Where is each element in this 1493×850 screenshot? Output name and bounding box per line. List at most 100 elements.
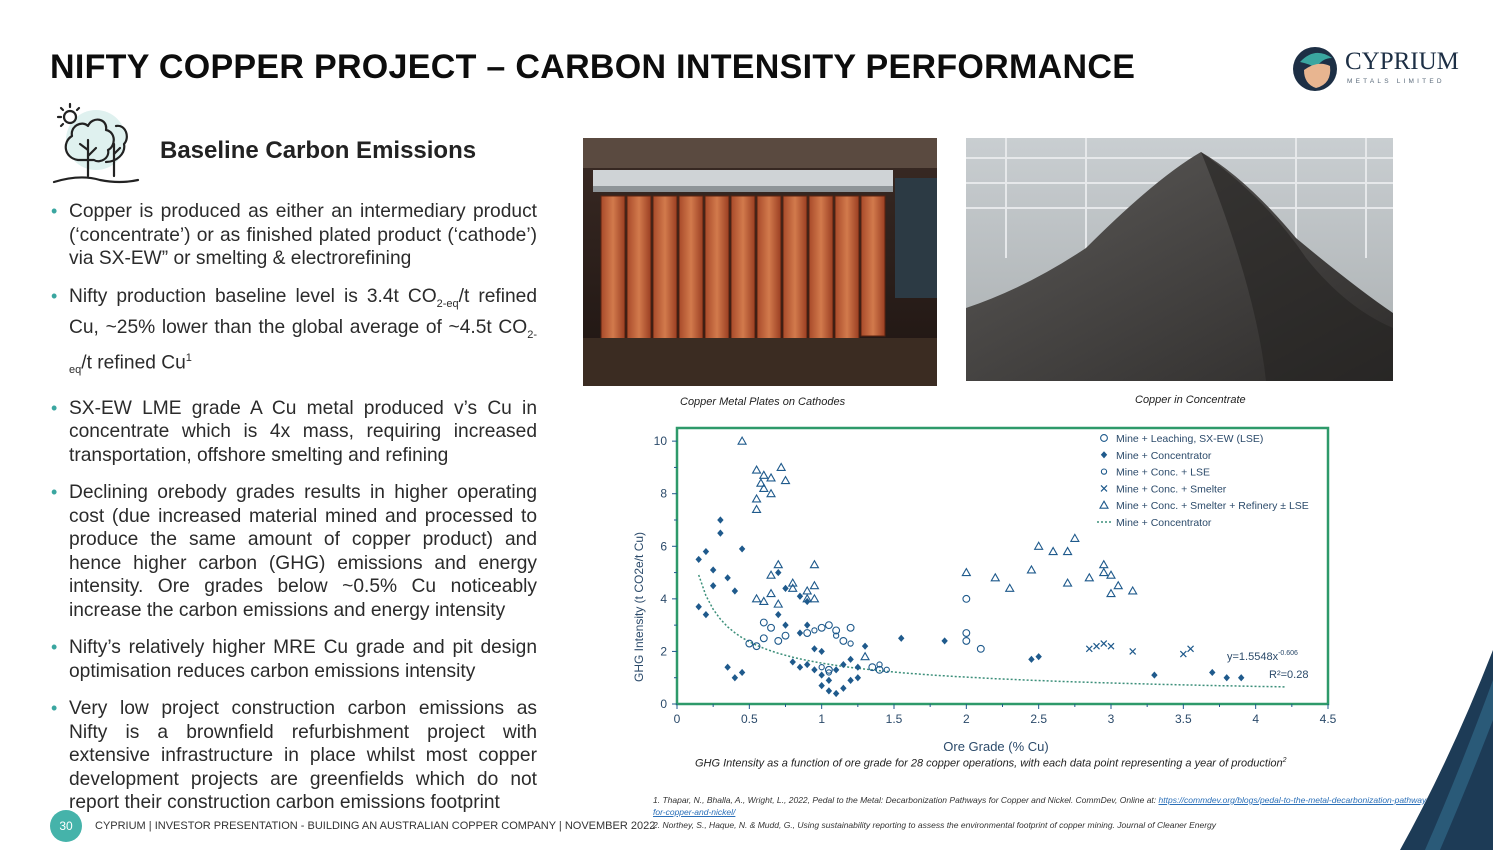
- data-point-conc-lse: [1100, 468, 1108, 475]
- data-point-concentrator: [796, 629, 804, 637]
- data-point-concentrator: [789, 658, 796, 666]
- data-point-refinery: [766, 472, 776, 482]
- data-point-smelter: [1129, 648, 1137, 655]
- data-point-concentrator: [1028, 655, 1035, 663]
- data-point-concentrator: [818, 671, 825, 679]
- reference-1: 1. Thapar, N., Bhalla, A., Wright, L., 2…: [653, 795, 1434, 817]
- bullet-item: Nifty’s relatively higher MRE Cu grade a…: [50, 636, 537, 683]
- bullet-item: SX-EW LME grade A Cu metal produced v’s …: [50, 397, 537, 468]
- data-point-lse: [868, 663, 877, 672]
- legend-entry: Mine + Concentrator: [1116, 450, 1212, 462]
- data-point-refinery: [1062, 546, 1073, 556]
- data-point-smelter: [1093, 642, 1100, 650]
- data-point-refinery: [773, 559, 784, 569]
- x-tick-label: 0.5: [741, 712, 758, 726]
- data-point-lse: [824, 665, 833, 674]
- data-point-lse: [803, 629, 812, 637]
- data-point-refinery: [990, 572, 1001, 582]
- data-point-concentrator: [825, 676, 833, 684]
- data-point-refinery: [802, 593, 813, 603]
- data-point-refinery: [766, 588, 776, 598]
- data-point-concentrator: [1238, 674, 1245, 682]
- data-point-conc-lse: [818, 664, 825, 671]
- data-point-refinery: [751, 504, 762, 514]
- logo-subtitle: METALS LIMITED: [1347, 78, 1445, 85]
- data-point-conc-lse: [825, 669, 833, 676]
- data-point-concentrator: [811, 645, 818, 653]
- data-point-concentrator: [854, 674, 862, 682]
- section-heading: Baseline Carbon Emissions: [160, 137, 477, 164]
- y-tick-label: 0: [660, 697, 667, 711]
- data-point-concentrator: [702, 611, 710, 619]
- x-tick-label: 1: [818, 712, 825, 726]
- data-point-refinery: [1099, 500, 1109, 509]
- data-point-concentrator: [840, 684, 847, 692]
- data-point-refinery: [1098, 567, 1109, 577]
- x-tick-label: 2.5: [1030, 712, 1047, 726]
- data-point-refinery: [1048, 546, 1059, 556]
- data-point-refinery: [802, 585, 813, 595]
- data-point-concentrator: [775, 611, 782, 619]
- bullet-list: Copper is produced as either an intermed…: [50, 200, 537, 829]
- data-point-refinery: [860, 651, 871, 661]
- data-point-concentrator: [847, 676, 854, 684]
- data-point-concentrator: [717, 516, 724, 524]
- data-point-lse: [1100, 434, 1108, 442]
- data-point-lse: [824, 621, 833, 630]
- data-point-refinery: [755, 478, 766, 487]
- data-point-concentrator: [796, 663, 804, 671]
- logo-name: CYPRIUM: [1345, 48, 1459, 75]
- data-point-refinery: [809, 559, 820, 569]
- data-point-lse: [759, 634, 768, 643]
- reference-1-link[interactable]: https://commdev.org/blogs/pedal-to-the-m…: [653, 795, 1434, 817]
- data-point-concentrator: [738, 668, 746, 677]
- chart-caption: GHG Intensity as a function of ore grade…: [695, 757, 1287, 770]
- data-point-refinery: [1026, 564, 1037, 574]
- data-point-concentrator: [695, 603, 702, 611]
- data-point-refinery: [751, 464, 762, 474]
- concentrate-pile-photo: [966, 138, 1393, 381]
- data-point-smelter: [1100, 640, 1108, 647]
- data-point-refinery: [809, 580, 820, 590]
- x-tick-label: 4.5: [1320, 712, 1337, 726]
- data-point-refinery: [751, 493, 762, 503]
- data-point-concentrator: [709, 566, 717, 574]
- data-point-concentrator: [804, 621, 811, 629]
- data-point-concentrator: [695, 555, 702, 564]
- data-point-concentrator: [818, 647, 825, 656]
- data-point-refinery: [766, 488, 776, 498]
- data-point-refinery: [1033, 541, 1044, 550]
- data-point-refinery: [1127, 585, 1138, 595]
- data-point-smelter: [1100, 484, 1108, 492]
- x-tick-label: 4: [1252, 712, 1259, 726]
- x-tick-label: 3.5: [1175, 712, 1192, 726]
- data-point-refinery: [780, 475, 791, 485]
- data-point-refinery: [737, 436, 748, 445]
- data-point-smelter: [1107, 642, 1115, 650]
- y-tick-label: 2: [660, 644, 667, 658]
- data-point-concentrator: [796, 592, 804, 600]
- data-point-concentrator: [804, 660, 811, 669]
- data-point-concentrator: [709, 582, 717, 590]
- data-point-refinery: [1106, 570, 1116, 579]
- data-point-refinery: [776, 462, 787, 471]
- page-number: 30: [50, 810, 82, 842]
- y-tick-label: 10: [654, 434, 668, 448]
- data-point-concentrator: [818, 682, 825, 690]
- data-point-refinery: [961, 567, 972, 577]
- page-title: NIFTY COPPER PROJECT – CARBON INTENSITY …: [50, 48, 1136, 86]
- data-point-refinery: [758, 596, 769, 606]
- data-point-refinery: [787, 583, 798, 592]
- data-point-lse: [875, 665, 884, 674]
- data-point-refinery: [1062, 577, 1073, 587]
- x-tick-label: 1.5: [886, 712, 903, 726]
- data-point-lse: [759, 618, 768, 627]
- cathode-plates-photo: [583, 138, 937, 386]
- trend-line: [697, 574, 1285, 688]
- data-point-lse: [962, 629, 971, 637]
- data-point-concentrator: [861, 642, 869, 650]
- tree-sun-icon: [52, 102, 140, 184]
- data-point-concentrator: [1209, 668, 1216, 677]
- reference-2: 2. Northey, S., Haque, N. & Mudd, G., Us…: [653, 820, 1217, 830]
- data-point-concentrator: [724, 663, 731, 671]
